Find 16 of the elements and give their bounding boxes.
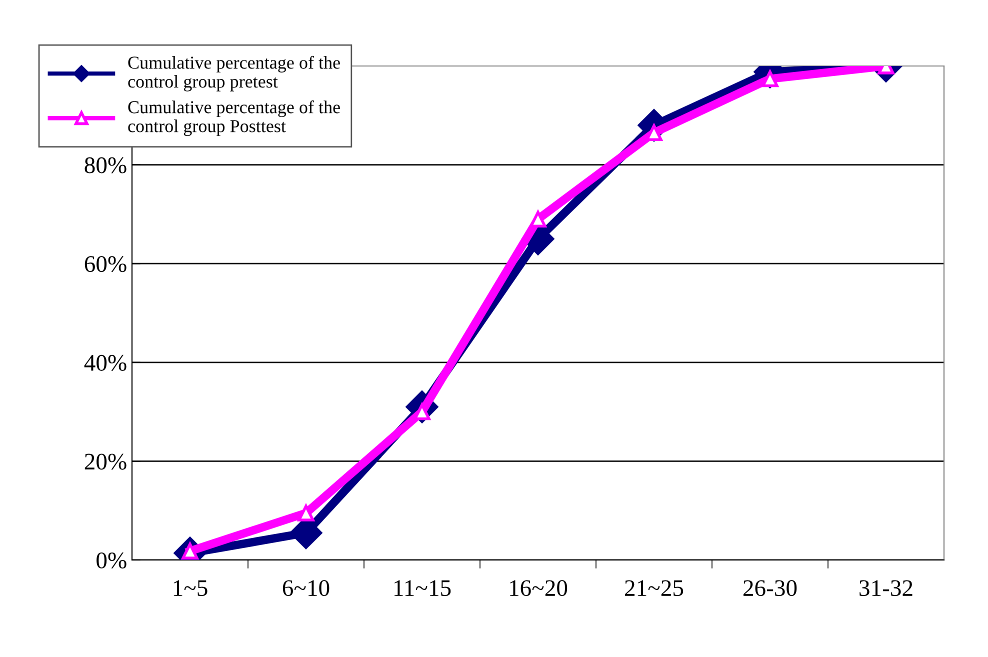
legend-label: Cumulative percentage of the control group Posttest	[128, 100, 340, 136]
x-tick-label: 31-32	[860, 580, 912, 596]
point	[298, 504, 314, 522]
legend-label: Cumulative percentage of the control group pretest	[128, 56, 340, 92]
point	[530, 210, 546, 228]
y-tick-label: 80%	[84, 157, 126, 174]
x-tick-label: 6~10	[282, 580, 330, 596]
y-tick-label: 0%	[96, 552, 126, 568]
y-tick-label: 40%	[84, 354, 126, 371]
y-tick-label: 20%	[84, 454, 126, 470]
x-tick-label: 21~25	[625, 580, 684, 596]
y-tick-label: 60%	[84, 256, 126, 272]
x-tick-label: 1~5	[174, 580, 208, 596]
x-tick-label: 16~20	[510, 580, 568, 596]
x-tick-label: 11~15	[394, 580, 451, 596]
x-tick-label: 26-30	[743, 580, 797, 596]
